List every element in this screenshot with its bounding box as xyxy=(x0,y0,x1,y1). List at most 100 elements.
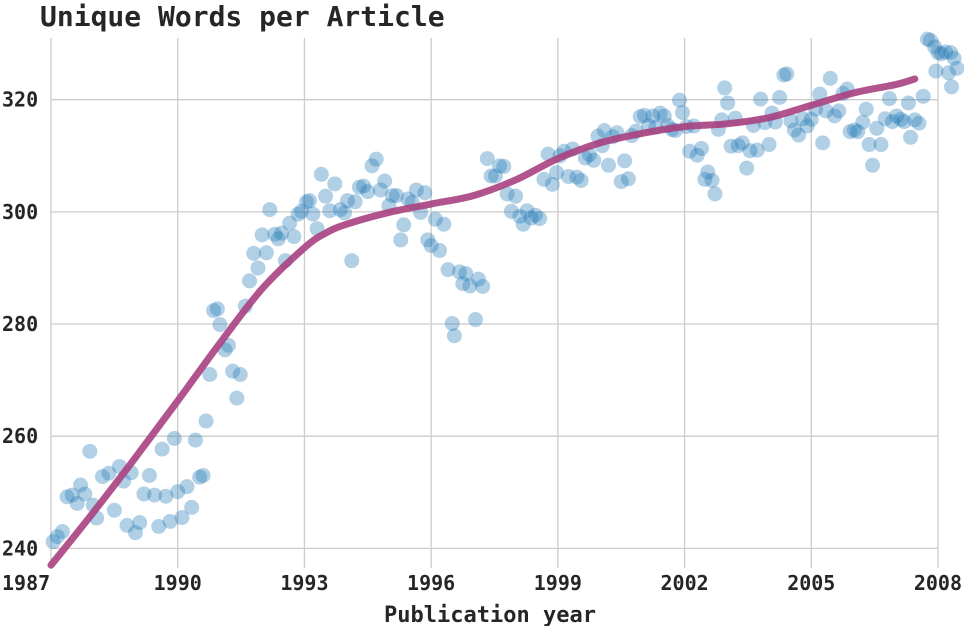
data-point xyxy=(313,166,329,182)
data-point xyxy=(734,135,750,151)
data-point xyxy=(470,271,486,287)
data-point xyxy=(786,122,802,138)
data-point xyxy=(451,264,467,280)
data-point xyxy=(384,188,400,204)
data-point xyxy=(479,151,495,167)
data-point xyxy=(423,238,439,254)
data-point xyxy=(225,363,241,379)
data-point xyxy=(544,176,560,192)
data-point xyxy=(846,122,862,138)
data-point xyxy=(527,207,543,223)
data-point xyxy=(286,229,302,245)
data-point xyxy=(569,169,585,185)
data-point xyxy=(274,225,290,241)
data-point xyxy=(332,202,348,218)
data-point xyxy=(467,312,483,328)
data-point xyxy=(396,217,412,233)
data-point xyxy=(198,413,214,429)
data-point xyxy=(475,278,491,294)
data-point xyxy=(803,111,819,127)
data-point xyxy=(818,103,834,119)
data-point xyxy=(949,60,964,76)
data-point xyxy=(158,488,174,504)
data-point xyxy=(146,487,162,503)
data-point xyxy=(64,487,80,503)
data-point xyxy=(293,203,309,219)
x-tick-label: 1999 xyxy=(534,571,582,595)
data-point xyxy=(842,124,858,140)
data-point xyxy=(377,173,393,189)
data-point xyxy=(922,32,938,48)
data-point xyxy=(776,67,792,83)
data-point xyxy=(508,188,524,204)
data-point xyxy=(620,171,636,187)
data-point xyxy=(299,194,315,210)
data-point xyxy=(184,499,200,515)
data-point xyxy=(229,390,245,406)
data-point xyxy=(881,91,897,107)
data-point xyxy=(340,193,356,209)
data-point xyxy=(656,108,672,124)
data-point xyxy=(783,113,799,129)
data-point xyxy=(720,95,736,111)
data-point xyxy=(154,441,170,457)
data-point xyxy=(742,143,758,159)
data-point xyxy=(749,142,765,158)
data-point xyxy=(795,111,811,127)
data-point xyxy=(400,191,416,207)
data-point xyxy=(799,118,815,134)
chart-title: Unique Words per Article xyxy=(40,0,445,33)
x-axis-label: Publication year xyxy=(384,603,596,626)
data-point xyxy=(938,44,954,60)
data-point xyxy=(192,469,208,485)
x-tick-label: 2002 xyxy=(660,571,708,595)
data-point xyxy=(919,31,935,47)
data-point xyxy=(652,105,668,121)
y-tick-label: 280 xyxy=(2,312,38,336)
data-point xyxy=(730,138,746,154)
data-point xyxy=(444,315,460,331)
data-point xyxy=(174,510,190,526)
data-point xyxy=(707,186,723,202)
data-point xyxy=(943,45,959,61)
data-point xyxy=(372,182,388,198)
data-point xyxy=(344,253,360,269)
data-point xyxy=(893,111,909,127)
data-point xyxy=(944,79,960,95)
data-point xyxy=(682,143,698,159)
data-point xyxy=(360,184,376,200)
data-point xyxy=(503,203,519,219)
data-point xyxy=(492,158,508,174)
data-point xyxy=(337,205,353,221)
data-point xyxy=(573,172,589,188)
data-point xyxy=(347,194,363,210)
data-point xyxy=(166,430,182,446)
data-point xyxy=(700,164,716,180)
y-tick-label: 320 xyxy=(2,88,38,112)
data-point xyxy=(689,147,705,163)
data-point xyxy=(82,443,98,459)
data-point xyxy=(322,203,338,219)
data-point xyxy=(132,515,148,531)
data-point xyxy=(827,108,843,124)
data-point xyxy=(305,206,321,222)
data-point xyxy=(704,172,720,188)
trend-line xyxy=(47,75,919,569)
data-point xyxy=(512,208,528,224)
data-point xyxy=(636,107,652,123)
data-point xyxy=(267,226,283,242)
scatter-points xyxy=(45,31,964,550)
data-point xyxy=(523,210,539,226)
y-tick-label: 240 xyxy=(2,536,38,560)
data-point xyxy=(496,158,512,174)
data-point xyxy=(59,489,75,505)
data-point xyxy=(151,518,167,534)
data-point xyxy=(519,203,535,219)
x-tick-label: 2008 xyxy=(914,571,962,595)
data-point xyxy=(850,124,866,140)
data-point xyxy=(436,216,452,232)
x-tick-labels: 1987 1990 1993 1996 1999 2002 2005 2008 240 260 28… xyxy=(2,88,962,595)
data-point xyxy=(254,227,270,243)
data-point xyxy=(262,202,278,218)
data-point xyxy=(170,484,186,500)
